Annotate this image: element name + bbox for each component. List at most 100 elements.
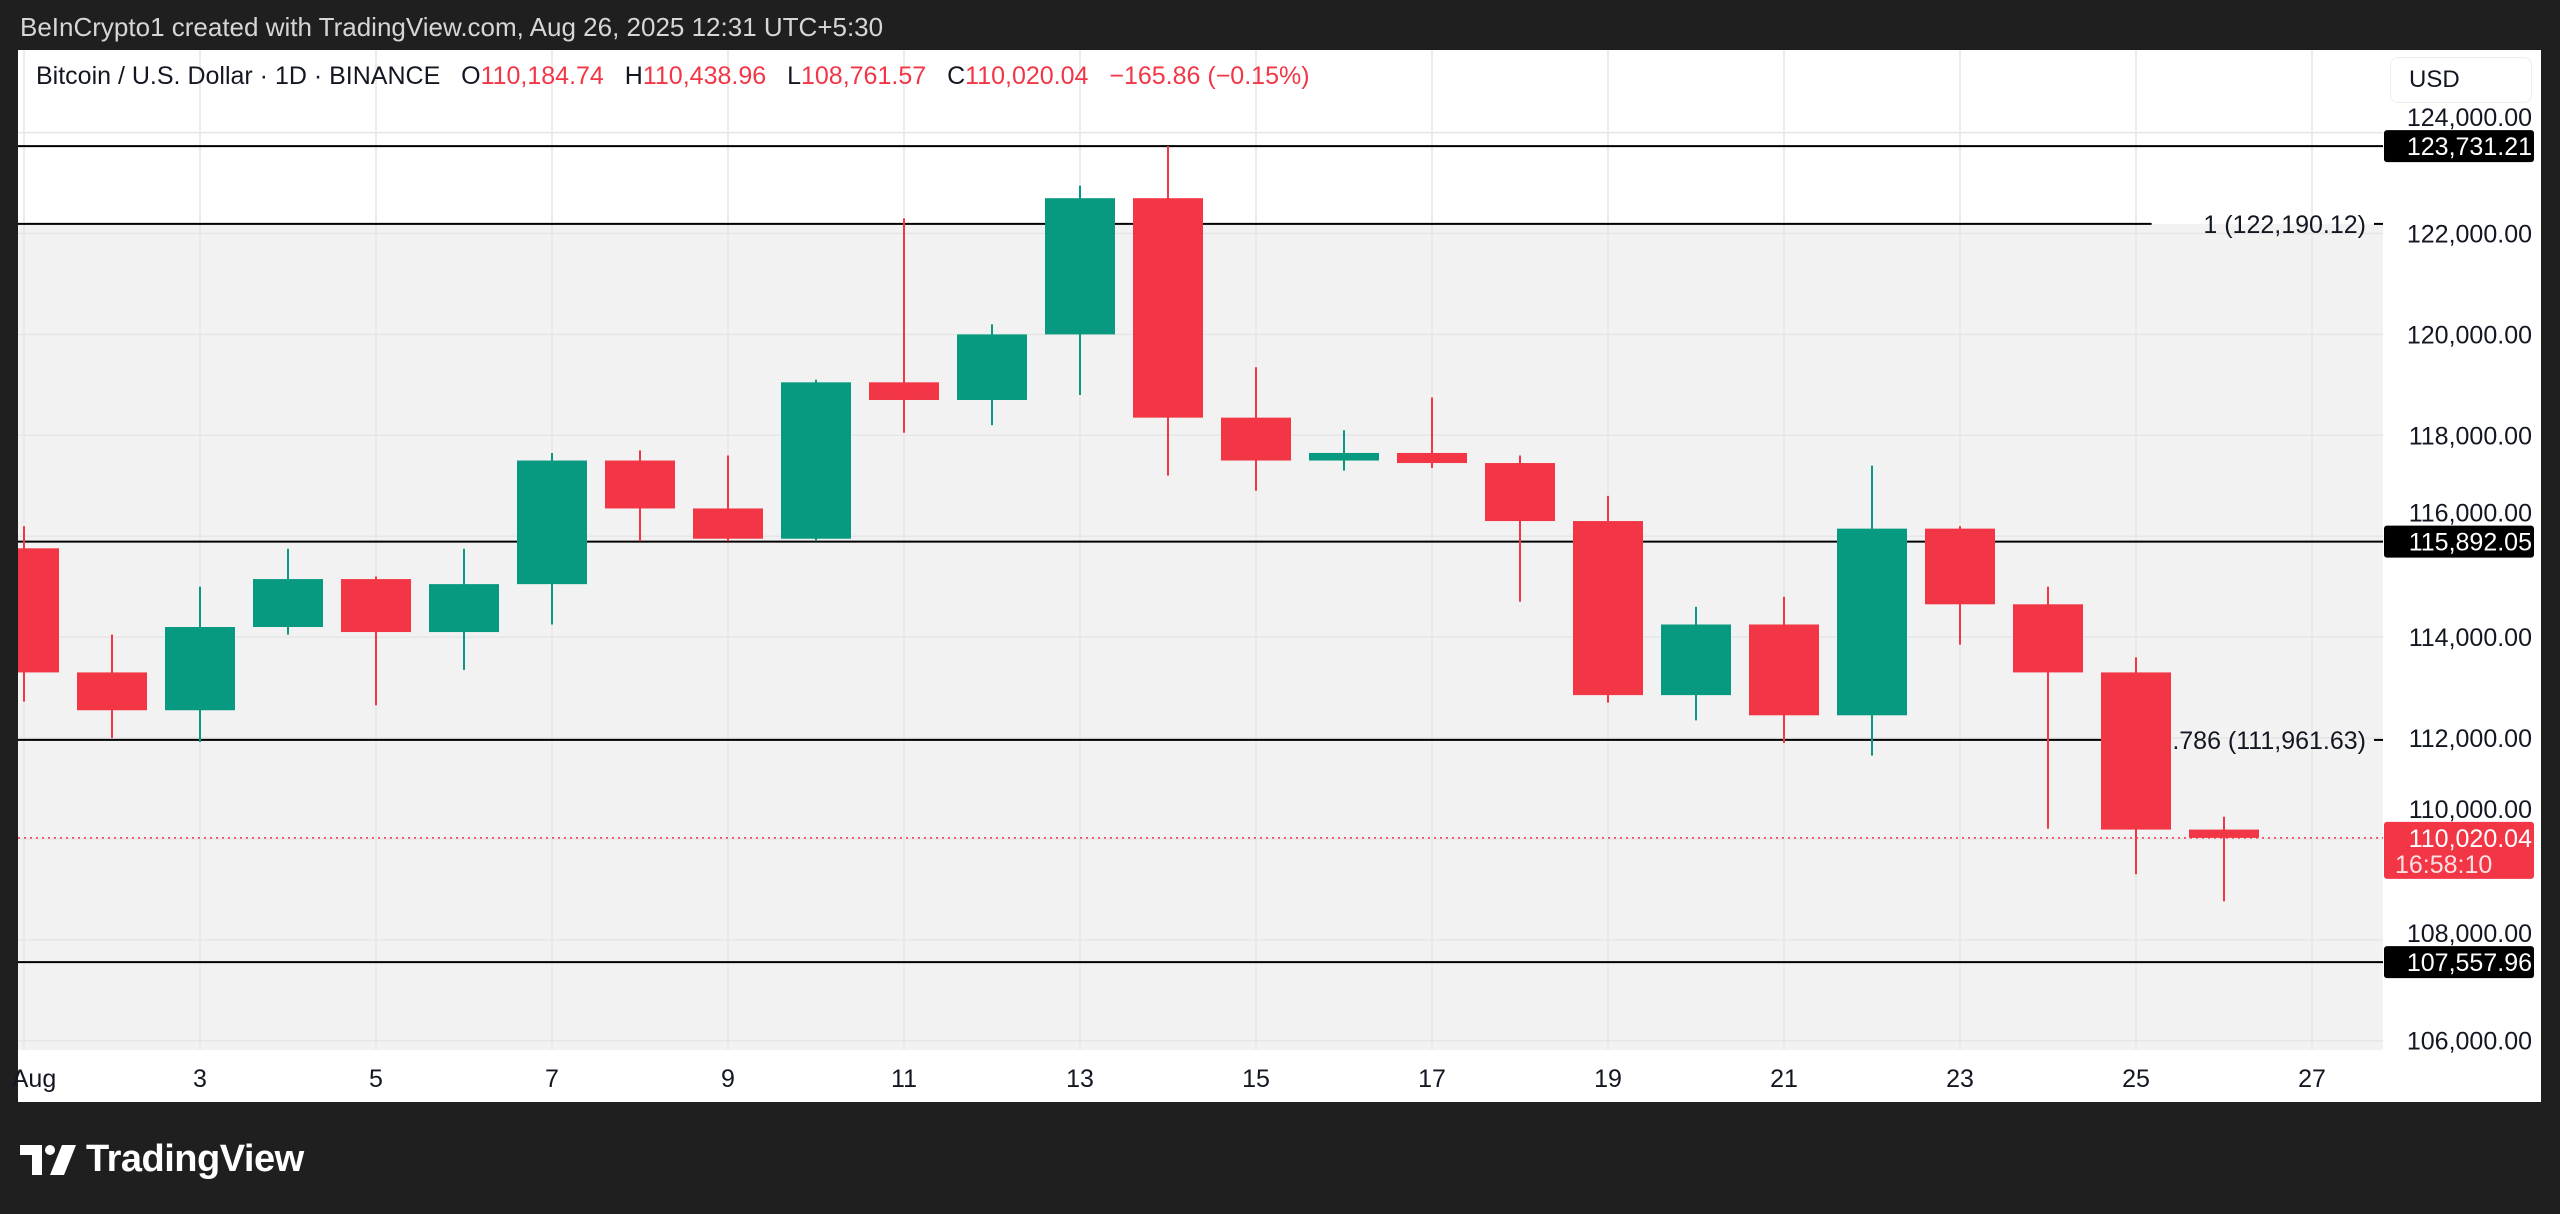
last-price-label: 110,020.04 [2409,825,2532,853]
candle-16 [1309,430,1379,471]
x-tick-label: 11 [891,1065,917,1093]
candle-body [1133,198,1203,418]
high-value: 110,438.96 [642,62,767,90]
candle-body [1045,198,1115,335]
candle-22 [1837,465,1907,756]
candle-body [781,382,851,539]
fib-level-label: .786 (111,961.63) [2172,727,2366,755]
y-tick-label: 124,000.00 [2407,104,2532,132]
candle-body [1925,528,1995,605]
candle-20 [1661,606,1731,721]
y-tick-label: 120,000.00 [2407,321,2532,349]
open-value: 110,184.74 [480,62,604,90]
candle-7 [517,452,587,625]
candle-9 [693,455,763,542]
candle-body [693,508,763,539]
candle-21 [1749,596,1819,744]
tradingview-logo-icon [20,1144,76,1175]
candle-body [1221,417,1291,461]
candle-3 [165,586,235,743]
candle-body [2189,829,2259,838]
y-tick-label: 118,000.00 [2409,422,2532,450]
open-label: O [461,62,481,90]
candle-13 [1045,185,1115,395]
x-tick-label: 19 [1594,1065,1622,1093]
candle-17 [1397,397,1467,469]
x-tick-label: 9 [721,1065,735,1093]
candle-body [957,334,1027,400]
tradingview-logo-text: TradingView [86,1138,304,1180]
plot-area [18,50,2383,1050]
price-tag [2384,946,2534,979]
candle-23 [1925,526,1995,645]
close-label: C [947,62,966,90]
candle-body [517,460,587,585]
candle-body [1309,452,1379,461]
price-tag-label: 115,892.05 [2409,529,2532,557]
candle-26 [2189,816,2259,902]
x-tick-label: 15 [1242,1065,1270,1093]
change-value: −165.86 (−0.15%) [1109,62,1310,90]
close-value: 110,020.04 [965,62,1089,90]
x-tick-label: 13 [1066,1065,1094,1093]
candle-6 [429,548,499,670]
candle-18 [1485,455,1555,602]
candle-11 [869,218,939,433]
x-tick-label: 23 [1946,1065,1974,1093]
candle-12 [957,324,1027,426]
x-tick-label: Aug [12,1065,56,1093]
candle-24 [2013,586,2083,829]
ohlc-legend: Bitcoin / U.S. Dollar · 1D · BINANCE O11… [36,62,1324,91]
candle-15 [1221,367,1291,491]
candle-body [1837,528,1907,716]
high-label: H [624,62,643,90]
low-label: L [787,62,801,90]
price-tag-label: 107,557.96 [2407,949,2532,977]
y-tick-label: 112,000.00 [2409,725,2532,753]
tradingview-logo[interactable]: TradingView [20,1138,304,1181]
candle-19 [1573,495,1643,703]
last-price-tag [2384,821,2534,879]
candle-body [2013,604,2083,673]
candle-body [341,579,411,633]
price-tag-label: 123,731.21 [2407,133,2532,161]
low-value: 108,761.57 [801,62,927,90]
candle-body [429,584,499,633]
y-tick-label: 110,000.00 [2409,796,2532,824]
x-tick-label: 3 [193,1065,207,1093]
candle-10 [781,379,851,542]
candle-body [2101,672,2171,830]
x-tick-label: 27 [2298,1065,2326,1093]
x-tick-label: 21 [1770,1065,1798,1093]
x-tick-label: 17 [1418,1065,1446,1093]
symbol-title[interactable]: Bitcoin / U.S. Dollar · 1D · BINANCE [36,62,441,90]
x-tick-label: 5 [369,1065,383,1093]
candle-5 [341,576,411,706]
y-tick-label: 122,000.00 [2407,221,2532,249]
candle-8 [605,450,675,542]
candle-body [605,460,675,509]
candle-25 [2101,657,2171,875]
candle-2 [77,634,147,738]
y-tick-label: 108,000.00 [2407,920,2532,948]
fib-level-label: 1 (122,190.12) [2203,211,2366,239]
y-tick-label: 106,000.00 [2407,1028,2532,1056]
y-tick-label: 114,000.00 [2409,624,2532,652]
countdown-label: 16:58:10 [2395,851,2492,879]
y-tick-label: 116,000.00 [2409,500,2532,528]
candle-4 [253,548,323,635]
candle-body [77,672,147,711]
chart-credit: BeInCrypto1 created with TradingView.com… [20,12,884,42]
candle-body [165,627,235,711]
candle-body [253,579,323,628]
candle-14 [1133,146,1203,476]
candle-body [1397,452,1467,464]
price-tag [2384,130,2534,163]
currency-button[interactable]: USD [2390,57,2532,103]
candle-body [1661,624,1731,696]
candle-1 [18,526,59,702]
candle-body [1573,521,1643,696]
candle-body [1749,624,1819,716]
x-tick-label: 25 [2122,1065,2150,1093]
